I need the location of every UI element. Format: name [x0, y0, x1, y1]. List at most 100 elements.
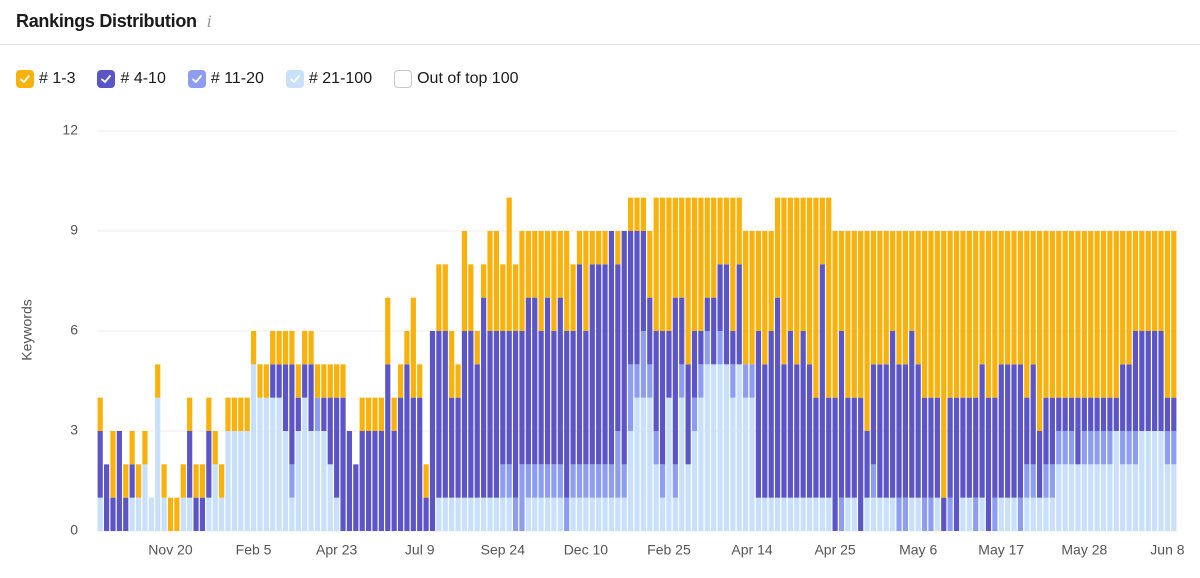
bar-segment — [953, 397, 960, 531]
legend-label: # 1-3 — [39, 70, 76, 87]
bar-segment — [206, 397, 212, 431]
bar-segment — [410, 397, 416, 531]
legend-item[interactable]: # 4-10 — [97, 70, 166, 88]
bar-segment — [698, 197, 704, 331]
legend-item[interactable]: # 21-100 — [285, 70, 372, 88]
bar-segment — [359, 397, 365, 431]
bar-segment — [934, 231, 940, 398]
bar-segment — [193, 464, 199, 498]
bar-segment — [915, 497, 921, 531]
bar-segment — [302, 397, 308, 531]
bar-segment — [717, 331, 723, 365]
x-tick-label: Dec 10 — [564, 542, 609, 558]
bar-segment — [909, 231, 915, 331]
bar-segment — [870, 464, 877, 498]
bar-segment — [544, 297, 551, 465]
bar-segment — [1164, 464, 1171, 531]
bar-segment — [1043, 231, 1049, 398]
bar-segment — [206, 431, 212, 498]
bar-segment — [289, 497, 295, 531]
bar-segment — [423, 464, 429, 498]
bar-segment — [890, 331, 896, 498]
bar-segment — [870, 231, 877, 365]
legend-item[interactable]: Out of top 100 — [394, 70, 519, 88]
bar-segment — [698, 364, 704, 398]
bar-segment — [346, 431, 353, 531]
bar-segment — [1107, 464, 1113, 531]
bar-segment — [768, 497, 774, 531]
bar-segment — [1075, 464, 1081, 531]
info-icon[interactable]: i — [206, 11, 212, 31]
bar-segment — [628, 197, 634, 231]
bar-segment — [314, 397, 321, 431]
bar-segment — [717, 364, 723, 531]
bar-segment — [161, 497, 167, 531]
y-tick-label: 12 — [62, 122, 78, 138]
bar-segment — [1094, 231, 1100, 398]
bar-segment — [500, 331, 506, 465]
bar-segment — [608, 497, 615, 531]
bar-segment — [436, 264, 442, 331]
bar-segment — [391, 397, 397, 431]
bar-segment — [276, 364, 282, 398]
bar-segment — [1005, 497, 1011, 531]
x-tick-label: Jun 8 — [1150, 542, 1184, 558]
bar-segment — [1120, 431, 1126, 465]
bar-segment — [653, 464, 659, 531]
bar-segment — [1011, 497, 1017, 531]
bar-segment — [532, 297, 538, 465]
bar-segment — [282, 364, 289, 431]
x-tick-label: Apr 25 — [814, 542, 855, 558]
bar-segment — [372, 431, 378, 531]
bar-segment — [436, 497, 442, 531]
bar-segment — [736, 264, 742, 365]
bar-segment — [557, 497, 563, 531]
bar-segment — [123, 497, 129, 531]
legend-checkbox[interactable] — [285, 70, 304, 88]
legend-item[interactable]: # 11-20 — [187, 70, 264, 88]
bar-segment — [199, 464, 206, 498]
bar-segment — [1075, 397, 1081, 465]
bar-segment — [762, 364, 768, 498]
bar-segment — [135, 464, 142, 498]
legend-checkbox[interactable] — [187, 70, 206, 88]
bar-segment — [167, 497, 174, 531]
bar-segment — [500, 264, 506, 331]
bar-segment — [1100, 397, 1107, 431]
bar-segment — [314, 364, 321, 398]
bar-segment — [417, 364, 423, 398]
bar-segment — [813, 397, 819, 498]
x-tick-label: Feb 25 — [647, 542, 691, 558]
bar-segment — [97, 497, 103, 531]
bar-segment — [417, 397, 423, 531]
bar-segment — [487, 331, 493, 498]
bar-segment — [602, 231, 608, 265]
bar-segment — [602, 464, 608, 498]
bar-segment — [653, 331, 659, 431]
bar-segment — [231, 431, 237, 531]
bar-segment — [704, 197, 710, 298]
legend-item[interactable]: # 1-3 — [16, 70, 75, 88]
bar-segment — [532, 464, 538, 498]
legend-checkbox[interactable] — [97, 70, 116, 88]
bar-segment — [250, 331, 257, 365]
bar-segment — [589, 464, 595, 498]
bar-segment — [1011, 364, 1017, 498]
legend-checkbox[interactable] — [16, 70, 34, 88]
bar-segment — [787, 331, 793, 498]
bar-segment — [915, 231, 921, 365]
bar-segment — [512, 497, 519, 531]
bar-segment — [1068, 397, 1075, 431]
bar-segment — [909, 497, 915, 531]
bar-segment — [902, 497, 908, 531]
legend-checkbox[interactable] — [394, 70, 413, 88]
bar-segment — [570, 264, 576, 331]
bar-segment — [570, 497, 576, 531]
bar-segment — [474, 497, 480, 531]
bar-segment — [615, 231, 621, 265]
bar-segment — [1171, 431, 1177, 465]
bar-segment — [711, 197, 717, 298]
bar-segment — [544, 464, 551, 498]
bar-segment — [1081, 231, 1087, 398]
y-tick-label: 3 — [70, 422, 78, 438]
